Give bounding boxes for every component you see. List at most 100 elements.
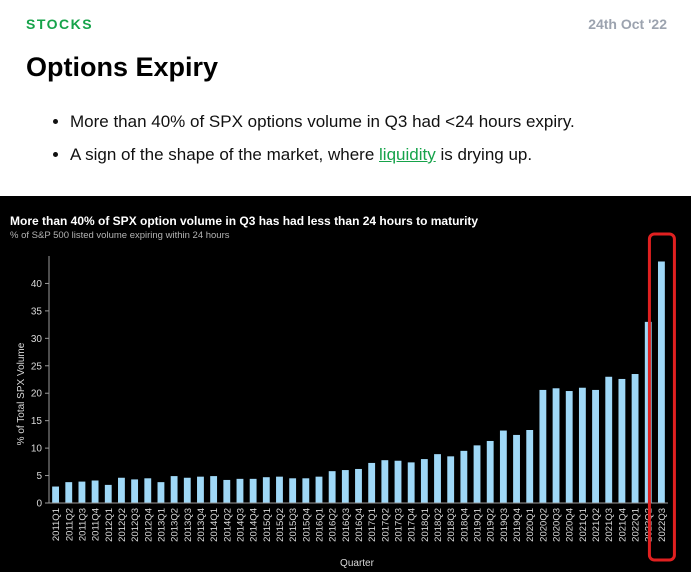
x-tick-label: 2018Q1 — [420, 508, 431, 542]
x-tick-label: 2014Q3 — [235, 508, 246, 542]
x-tick-label: 2017Q4 — [407, 508, 418, 542]
bullet-text-before: A sign of the shape of the market, where — [70, 145, 380, 164]
x-tick-label: 2013Q1 — [156, 508, 167, 542]
y-tick-label: 35 — [31, 306, 43, 317]
x-tick-label: 2021Q1 — [578, 508, 589, 542]
x-tick-label: 2022Q3 — [657, 508, 668, 542]
x-tick-label: 2012Q1 — [104, 508, 115, 542]
bar — [276, 476, 283, 503]
bar — [328, 471, 336, 503]
y-tick-label: 10 — [31, 444, 43, 455]
bullet-item: A sign of the shape of the market, where… — [70, 145, 575, 164]
bar — [499, 430, 507, 503]
chart-subtitle: % of S&P 500 listed volume expiring with… — [10, 230, 230, 241]
x-tick-label: 2018Q2 — [433, 508, 444, 542]
x-tick-label: 2011Q1 — [51, 508, 62, 541]
x-tick-label: 2019Q1 — [473, 508, 484, 542]
publish-date: 24th Oct '22 — [588, 16, 667, 32]
bar — [289, 478, 297, 503]
bar — [407, 462, 415, 503]
y-axis-label: % of Total SPX Volume — [16, 342, 27, 445]
bar — [539, 389, 547, 503]
bar — [368, 462, 376, 503]
y-tick-label: 20 — [31, 389, 43, 400]
bar — [618, 378, 626, 503]
bar — [447, 456, 455, 503]
bar — [592, 389, 599, 503]
x-tick-label: 2014Q2 — [222, 508, 233, 542]
x-tick-label: 2017Q1 — [367, 508, 378, 542]
category-label[interactable]: STOCKS — [26, 16, 94, 32]
liquidity-link[interactable]: liquidity — [379, 145, 436, 164]
bar — [434, 454, 441, 503]
plot-area: 0 5 10 15 20 25 30 35 40 2011Q1 2011Q2 2011Q3 2011Q4… — [31, 232, 676, 562]
bar — [262, 477, 270, 503]
bar — [131, 479, 139, 503]
x-tick-label: 2021Q4 — [617, 508, 628, 542]
x-tick-label: 2018Q3 — [446, 508, 457, 542]
x-tick-label: 2014Q4 — [249, 508, 260, 542]
chart-image: More than 40% of SPX option volume in Q3… — [0, 196, 691, 572]
bar — [486, 440, 494, 503]
bar — [394, 460, 402, 503]
bullet-text: More than 40% of SPX options volume in Q… — [70, 112, 575, 131]
bar — [144, 478, 152, 503]
x-tick-label: 2016Q3 — [341, 508, 352, 542]
bar — [118, 477, 125, 503]
bar — [552, 388, 560, 503]
x-tick-label: 2016Q4 — [354, 508, 365, 542]
y-tick-label: 0 — [36, 499, 42, 510]
x-tick-label: 2011Q2 — [64, 508, 75, 541]
bar — [236, 478, 244, 503]
bar — [578, 387, 586, 503]
bar — [249, 478, 257, 503]
bar — [420, 459, 428, 503]
bar — [52, 486, 60, 503]
bar — [565, 391, 573, 503]
y-tick-label: 5 — [36, 471, 42, 482]
bar — [65, 482, 73, 503]
bar — [341, 470, 349, 503]
x-tick-label: 2019Q2 — [486, 508, 497, 542]
bullet-item: More than 40% of SPX options volume in Q… — [70, 112, 575, 131]
x-tick-label: 2017Q2 — [380, 508, 391, 542]
bar — [460, 450, 468, 503]
x-axis-label: Quarter — [340, 558, 375, 569]
x-tick-label: 2018Q4 — [459, 508, 470, 542]
chart-title: More than 40% of SPX option volume in Q3… — [10, 214, 478, 228]
x-tick-label: 2015Q4 — [301, 508, 312, 542]
x-tick-label: 2012Q4 — [143, 508, 154, 542]
x-tick-label: 2015Q3 — [288, 508, 299, 542]
bullet-text-after: is drying up. — [435, 145, 533, 164]
x-tick-label: 2017Q3 — [394, 508, 405, 542]
x-tick-label: 2019Q3 — [499, 508, 510, 542]
x-tick-label: 2011Q3 — [77, 508, 88, 541]
x-tick-label: 2012Q3 — [130, 508, 141, 542]
y-tick-label: 15 — [31, 416, 43, 427]
bar — [183, 477, 191, 503]
bullet-list: More than 40% of SPX options volume in Q… — [46, 112, 575, 178]
y-tick-label: 25 — [31, 361, 43, 372]
bar — [657, 261, 665, 503]
bar — [631, 374, 639, 503]
x-tick-label: 2015Q1 — [262, 508, 273, 542]
x-tick-label: 2016Q2 — [328, 508, 339, 542]
bar — [91, 480, 99, 503]
bar — [78, 481, 86, 503]
bar — [605, 376, 613, 503]
bar — [170, 476, 178, 503]
bar — [210, 476, 218, 503]
bar — [315, 476, 323, 503]
bar — [223, 479, 231, 503]
article-header: STOCKS 24th Oct '22 — [26, 14, 667, 34]
x-tick-label: 2013Q2 — [170, 508, 181, 542]
x-tick-label: 2019Q4 — [512, 508, 523, 542]
x-tick-label: 2020Q4 — [565, 508, 576, 542]
bar — [197, 476, 204, 503]
bar — [526, 429, 534, 503]
x-tick-label: 2020Q1 — [525, 508, 536, 542]
x-tick-label: 2021Q2 — [591, 508, 602, 542]
x-tick-label: 2020Q3 — [552, 508, 563, 542]
x-tick-label: 2022Q1 — [631, 508, 642, 542]
bar — [381, 460, 389, 503]
